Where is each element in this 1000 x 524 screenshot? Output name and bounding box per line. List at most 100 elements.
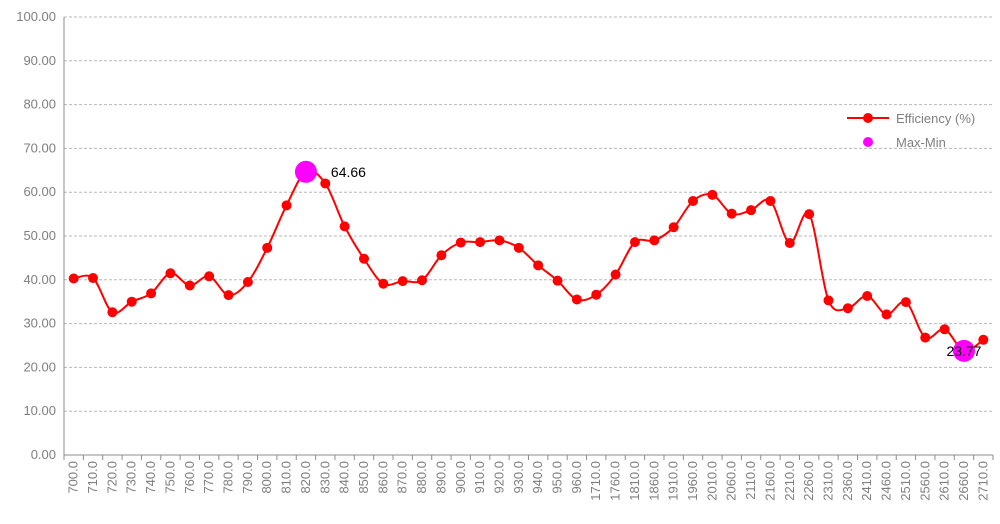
x-tick-label: 720.0 bbox=[104, 461, 119, 494]
efficiency-point bbox=[204, 271, 215, 282]
x-tick-label: 880.0 bbox=[414, 461, 429, 494]
x-tick-label: 820.0 bbox=[298, 461, 313, 494]
x-tick-label: 2560.0 bbox=[917, 461, 932, 501]
x-tick-label: 2010.0 bbox=[704, 461, 719, 501]
x-tick-label: 1960.0 bbox=[685, 461, 700, 501]
series-layer bbox=[68, 166, 989, 356]
efficiency-point bbox=[281, 200, 292, 211]
efficiency-point bbox=[320, 178, 331, 189]
efficiency-point bbox=[823, 295, 834, 306]
x-tick-label: 770.0 bbox=[201, 461, 216, 494]
x-tick-label: 850.0 bbox=[356, 461, 371, 494]
x-tick-label: 1810.0 bbox=[627, 461, 642, 501]
efficiency-point bbox=[397, 276, 408, 287]
efficiency-point bbox=[68, 273, 79, 284]
x-tick-label: 2610.0 bbox=[937, 461, 952, 501]
efficiency-point bbox=[688, 195, 699, 206]
x-tick-label: 2510.0 bbox=[898, 461, 913, 501]
max-min-point bbox=[294, 160, 317, 183]
efficiency-point bbox=[417, 275, 428, 286]
y-tick-label: 80.00 bbox=[23, 97, 56, 112]
y-tick-label: 20.00 bbox=[23, 359, 56, 374]
x-tick-label: 2160.0 bbox=[762, 461, 777, 501]
max-min-point bbox=[952, 339, 975, 362]
efficiency-point bbox=[378, 278, 389, 289]
x-tick-label: 2310.0 bbox=[820, 461, 835, 501]
x-tick-label: 2260.0 bbox=[801, 461, 816, 501]
max-min-data-label: 23.77 bbox=[946, 343, 981, 359]
y-tick-label: 100.00 bbox=[16, 9, 56, 24]
x-tick-label: 1860.0 bbox=[646, 461, 661, 501]
x-tick-label: 870.0 bbox=[395, 461, 410, 494]
efficiency-point bbox=[726, 208, 737, 219]
x-tick-label: 840.0 bbox=[337, 461, 352, 494]
x-tick-label: 1910.0 bbox=[666, 461, 681, 501]
x-tick-label: 800.0 bbox=[259, 461, 274, 494]
efficiency-point bbox=[552, 275, 563, 286]
efficiency-point bbox=[939, 324, 950, 335]
x-tick-label: 710.0 bbox=[85, 461, 100, 494]
x-tick-label: 2110.0 bbox=[743, 461, 758, 500]
efficiency-point bbox=[629, 237, 640, 248]
x-tick-label: 950.0 bbox=[550, 461, 565, 494]
efficiency-point bbox=[746, 205, 757, 216]
efficiency-point bbox=[436, 250, 447, 261]
efficiency-point bbox=[339, 221, 350, 232]
y-tick-label: 30.00 bbox=[23, 316, 56, 331]
efficiency-point bbox=[862, 291, 873, 302]
x-tick-label: 2660.0 bbox=[956, 461, 971, 501]
x-tick-label: 2410.0 bbox=[859, 461, 874, 501]
max-min-layer: 64.66 23.77 bbox=[294, 160, 982, 362]
efficiency-point bbox=[455, 237, 466, 248]
y-tick-label: 60.00 bbox=[23, 184, 56, 199]
x-tick-label: 890.0 bbox=[433, 461, 448, 494]
efficiency-point bbox=[707, 189, 718, 200]
x-tick-label: 920.0 bbox=[491, 461, 506, 494]
efficiency-point bbox=[881, 309, 892, 320]
x-tick-label: 900.0 bbox=[453, 461, 468, 494]
legend-efficiency-label: Efficiency (%) bbox=[896, 111, 975, 126]
y-axis: 0.00 10.00 20.00 30.00 40.00 50.00 60.00 70.00 8… bbox=[16, 9, 65, 462]
x-tick-label: 740.0 bbox=[143, 461, 158, 494]
x-axis: 700.0 710.0 720.0 730.0 740.0 750.0 760.0 770.0… bbox=[63, 454, 994, 501]
x-tick-label: 1760.0 bbox=[608, 461, 623, 501]
efficiency-point bbox=[649, 235, 660, 246]
efficiency-point bbox=[475, 237, 486, 248]
x-tick-label: 2360.0 bbox=[840, 461, 855, 501]
efficiency-point bbox=[978, 334, 989, 345]
x-tick-label: 2460.0 bbox=[879, 461, 894, 501]
x-tick-label: 930.0 bbox=[511, 461, 526, 494]
efficiency-point bbox=[842, 303, 853, 314]
efficiency-point bbox=[358, 253, 369, 264]
grid-layer bbox=[64, 16, 993, 412]
y-tick-label: 70.00 bbox=[23, 140, 56, 155]
efficiency-point bbox=[765, 195, 776, 206]
x-tick-label: 810.0 bbox=[279, 461, 294, 494]
efficiency-point bbox=[262, 242, 273, 253]
x-tick-label: 790.0 bbox=[240, 461, 255, 494]
efficiency-point bbox=[513, 242, 524, 253]
x-tick-label: 910.0 bbox=[472, 461, 487, 494]
legend-efficiency-marker bbox=[863, 113, 873, 123]
x-tick-label: 860.0 bbox=[375, 461, 390, 494]
efficiency-point bbox=[242, 276, 253, 287]
efficiency-point bbox=[184, 280, 195, 291]
x-tick-label: 760.0 bbox=[182, 461, 197, 494]
y-tick-label: 50.00 bbox=[23, 228, 56, 243]
y-tick-label: 90.00 bbox=[23, 53, 56, 68]
x-tick-label: 700.0 bbox=[66, 461, 81, 494]
efficiency-point bbox=[146, 288, 157, 299]
efficiency-point bbox=[804, 209, 815, 220]
x-tick-label: 2710.0 bbox=[975, 461, 990, 501]
efficiency-point bbox=[591, 289, 602, 300]
x-tick-label: 2060.0 bbox=[724, 461, 739, 501]
efficiency-point bbox=[223, 290, 234, 301]
efficiency-point bbox=[107, 307, 118, 318]
efficiency-point bbox=[668, 222, 679, 233]
efficiency-point bbox=[571, 294, 582, 305]
legend-maxmin-marker bbox=[863, 137, 873, 147]
efficiency-point bbox=[784, 238, 795, 249]
legend: Efficiency (%) Max-Min bbox=[847, 111, 975, 150]
